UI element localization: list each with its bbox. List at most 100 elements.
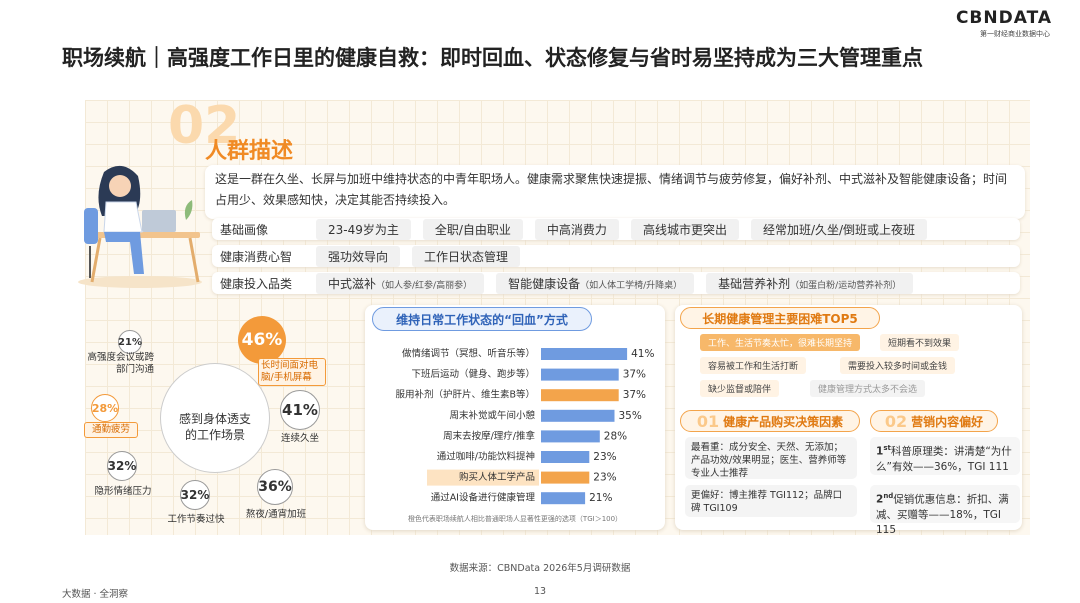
tag-note: （如蛋白粉/运动营养补剂） (790, 280, 902, 291)
tag-text: 工作日状态管理 (424, 249, 509, 264)
difficulty-item: 工作、生活节奏太忙，很难长期坚持 (700, 334, 861, 351)
illustration (78, 165, 202, 288)
marketing-item: 1st科普原理类：讲清楚“为什么”有效——36%，TGI 111 (870, 437, 1020, 475)
difficulty-item: 容易被工作和生活打断 (700, 357, 807, 374)
section-title: 人群描述 (205, 139, 294, 164)
chart-title: 维持日常工作状态的“回血”方式 (372, 307, 592, 331)
profile-label: 健康投入品类 (220, 276, 293, 291)
bubble-value: 41% (282, 401, 318, 419)
tag-text: 基础营养补剂 (718, 276, 791, 291)
marketing-text: 促销优惠信息：折扣、满减、买赠等——18%，TGI 115 (876, 493, 1009, 536)
value-label: 41% (631, 348, 654, 360)
bubble-value: 46% (241, 330, 283, 350)
difficulty-item: 健康管理方式太多不会选 (810, 380, 926, 397)
profile-tag: 基础营养补剂（如蛋白粉/运动营养补剂） (706, 272, 914, 294)
tag-note: （如人体工学椅/升降桌） (580, 280, 683, 291)
profile-tag: 全职/自由职业 (422, 218, 523, 240)
category-label: 周末去按摩/理疗/推拿 (443, 430, 535, 442)
value-label: 23% (593, 451, 616, 463)
rank-suffix: st (883, 444, 891, 452)
scene-bubble: 32% (107, 451, 137, 481)
profile-tag: 高线城市更突出 (630, 218, 739, 240)
section-number: 02 (168, 96, 241, 156)
difficulty-item: 短期看不到效果 (880, 334, 960, 351)
category-label: 下班后运动（健身、跑步等） (411, 368, 535, 380)
scene-bubble: 36% (257, 469, 293, 505)
marketing-item: 2nd促销优惠信息：折扣、满减、买赠等——18%，TGI 115 (870, 485, 1020, 536)
category-label: 通过AI设备进行健康管理 (431, 492, 536, 504)
profile-tag: 中高消费力 (534, 218, 619, 240)
source: 数据来源：CBNData 2026年5月调研数据 (449, 563, 631, 574)
tag-text: 智能健康设备 (508, 276, 581, 291)
chart-note: 橙色代表职场续航人相比普通职场人显著性更强的选项（TGI＞100） (408, 514, 622, 523)
profile-tag: 工作日状态管理 (412, 245, 521, 267)
profile-tag: 23-49岁为主 (316, 218, 411, 240)
bubble-label: 长时间面对电脑/手机屏幕 (258, 358, 326, 386)
bar (541, 451, 590, 463)
bubble-label: 高强度会议或跨部门沟通 (87, 352, 154, 375)
scene-center-text: 感到身体透支的工作场景 (179, 412, 252, 442)
category-label: 服用补剂（护肝片、维生素B等） (395, 389, 535, 401)
value-label: 37% (623, 369, 646, 381)
profile-row: 基础画像 23-49岁为主 全职/自由职业 中高消费力 高线城市更突出 经常加班/久坐/倒… (212, 218, 1020, 240)
scene-bubble: 28% (91, 394, 119, 422)
factors-title: 健康产品购买决策因素 (723, 414, 844, 429)
profile-row: 健康消费心智 强功效导向 工作日状态管理 (212, 245, 1020, 267)
bubble-value: 28% (91, 401, 119, 415)
category-label: 周末补觉或午间小憩 (449, 409, 535, 421)
tag-text: 中高消费力 (546, 222, 607, 237)
marketing-title: 营销内容偏好 (911, 414, 984, 429)
profile-label: 基础画像 (220, 222, 269, 237)
scene-bubble: 21% (118, 330, 142, 354)
bar-chart: 做情绪调节（冥想、听音乐等） 41% 下班后运动（健身、跑步等） 37% 服用补剂（护肝… (395, 348, 654, 524)
profile-tag: 强功效导向 (316, 245, 401, 267)
bubble-label: 连续久坐 (280, 433, 319, 444)
value-label: 28% (604, 430, 627, 442)
value-label: 37% (623, 389, 646, 401)
scene-bubble: 41% (280, 390, 320, 430)
tag-note: （如人参/红参/高丽参） (376, 280, 473, 291)
profile-row: 健康投入品类 中式滋补（如人参/红参/高丽参） 智能健康设备（如人体工学椅/升降桌）… (212, 272, 1020, 294)
category-highlight (427, 469, 539, 486)
difficulty-item: 需要投入较多时间或金钱 (840, 357, 956, 374)
bar (541, 492, 586, 505)
tag-text: 中式滋补 (328, 276, 377, 291)
slide-title: 职场续航｜高强度工作日里的健康自救：即时回血、状态修复与省时易坚持成为三大管理重… (62, 46, 923, 70)
tag-text: 全职/自由职业 (434, 222, 511, 237)
tag-text: 高线城市更突出 (642, 222, 727, 237)
tag-text: 强功效导向 (328, 249, 389, 264)
scene-center: 感到身体透支的工作场景 (160, 363, 270, 473)
value-label: 23% (593, 472, 616, 484)
footer-left: 大数据 · 全洞察 (62, 589, 129, 600)
bubble-label: 隐形情绪压力 (94, 486, 152, 497)
bar (541, 430, 600, 443)
factor-item: 更偏好：博主推荐 TGI112；品牌口碑 TGI109 (685, 485, 857, 517)
marketing-text: 科普原理类：讲清楚“为什么”有效——36%，TGI 111 (876, 445, 1012, 473)
difficulty-item: 缺少监督或陪伴 (700, 380, 780, 397)
factors-number: 01 (696, 411, 720, 431)
description: 这是一群在久坐、长屏与加班中维持状态的中青年职场人。健康需求聚焦快速提振、情绪调… (205, 165, 1025, 219)
bar (541, 409, 615, 422)
bubble-value: 21% (118, 336, 142, 348)
value-label: 35% (619, 410, 642, 422)
logo: CBNDATA (955, 8, 1052, 28)
profile-tag: 智能健康设备（如人体工学椅/升降桌） (496, 272, 695, 294)
bubble-value: 32% (107, 459, 137, 473)
profile-tag: 经常加班/久坐/倒班或上夜班 (750, 218, 928, 240)
factors-heading: 01 健康产品购买决策因素 (680, 410, 860, 432)
category-label: 通过咖啡/功能饮料提神 (437, 451, 535, 463)
rank-suffix: nd (883, 492, 894, 500)
bar (541, 368, 619, 381)
chart-card (365, 305, 665, 530)
scene-bubble: 32% (180, 480, 210, 510)
factor-item: 最看重：成分安全、天然、无添加；产品功效/效果明显；医生、营养师等专业人士推荐 (685, 437, 857, 479)
category-label: 做情绪调节（冥想、听音乐等） (402, 348, 535, 360)
bar (541, 389, 619, 402)
marketing-heading: 02 营销内容偏好 (870, 410, 998, 432)
difficulties-title: 长期健康管理主要困难TOP5 (680, 307, 880, 329)
bar (541, 471, 590, 484)
marketing-number: 02 (884, 411, 908, 431)
tag-text: 23-49岁为主 (328, 222, 399, 237)
tag-text: 经常加班/久坐/倒班或上夜班 (762, 222, 916, 237)
